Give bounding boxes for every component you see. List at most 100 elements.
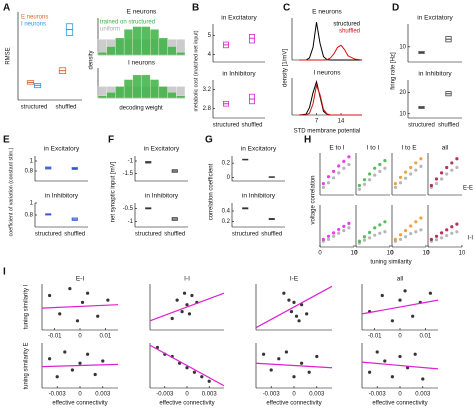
line [299, 83, 362, 116]
point [80, 300, 85, 304]
panel-label: C [283, 3, 290, 14]
panel-title: in Excitatory [417, 15, 453, 22]
hist-bar [167, 92, 177, 99]
point [175, 298, 179, 302]
point [321, 181, 325, 186]
x-tick-label: 0 [78, 392, 82, 398]
panel-title: I neurons [313, 70, 341, 77]
point [300, 361, 304, 365]
point [429, 237, 433, 241]
point [192, 370, 196, 374]
point [429, 183, 433, 188]
point [393, 237, 397, 241]
point [440, 236, 444, 240]
point [200, 375, 204, 379]
point [450, 225, 454, 229]
y-tick-label: 0.2 [222, 219, 231, 225]
y-tick-label: 0.8 [25, 169, 34, 175]
point [398, 298, 402, 302]
point [284, 350, 288, 354]
y-tick-label: -1.5 [123, 171, 134, 177]
x-tick-label: structured [213, 123, 240, 129]
panel-label: G [205, 135, 213, 146]
point [277, 357, 281, 361]
point [393, 181, 397, 186]
hist-bar [123, 29, 133, 56]
panel-title: E-I [76, 276, 85, 283]
line [299, 44, 363, 61]
y-tick-label: 1 [30, 159, 34, 165]
panel-title: E neurons [127, 9, 157, 16]
y-tick-label: 0.2 [222, 161, 231, 167]
point [347, 155, 351, 159]
point [337, 231, 341, 235]
y-axis-label: correlation coefficient [209, 163, 215, 220]
x-tick-label: 0 [426, 251, 430, 257]
panel-label: B [192, 3, 199, 14]
point [414, 230, 418, 234]
point [414, 168, 418, 172]
point [419, 228, 423, 232]
y-tick-label: 4 [208, 52, 212, 58]
x-tick-label: structured [408, 123, 435, 129]
x-tick-label: shuffled [261, 232, 282, 238]
y-tick-label: 10 [399, 111, 406, 117]
x-tick-label: 10 [387, 251, 394, 257]
y-axis-label: density [89, 50, 95, 69]
x-tick-label: structured [135, 232, 162, 238]
point [378, 162, 382, 167]
point [362, 182, 367, 186]
point [398, 237, 403, 241]
x-tick-label: shuffled [242, 123, 263, 129]
x-tick-label: structured [35, 232, 62, 238]
y-axis-label: metabolic cost (matched net input) [193, 30, 199, 111]
y-axis-label: RMSE [6, 47, 12, 64]
point [78, 361, 82, 365]
point [411, 314, 415, 318]
hist-bar [141, 74, 151, 99]
point [362, 178, 367, 182]
point [342, 228, 346, 233]
point [362, 238, 367, 242]
point [315, 354, 319, 359]
point [48, 357, 52, 361]
x-tick-label: 0 [185, 392, 189, 398]
panel-title: in Inhibitory [242, 193, 276, 200]
point [383, 230, 387, 234]
point [58, 312, 62, 316]
x-tick-label: 0.003 [202, 392, 218, 398]
x-tick-label: 0 [78, 334, 82, 340]
panel-title: in Excitatory [144, 146, 180, 153]
point [434, 177, 439, 181]
panel-label: E [3, 135, 10, 146]
panel-title: I to E [401, 145, 417, 152]
point [342, 224, 346, 228]
point [368, 178, 372, 182]
point [393, 185, 397, 189]
y-tick-label: 20 [399, 90, 406, 96]
panel-label: A [3, 3, 10, 14]
point [450, 231, 454, 235]
point [406, 366, 410, 370]
point [287, 298, 291, 302]
y-axis-label: net synaptic input [mV] [111, 161, 117, 222]
point [398, 233, 403, 237]
point [282, 291, 286, 295]
point [373, 166, 377, 170]
point [434, 234, 439, 238]
x-tick-label: shuffled [438, 123, 459, 129]
point [68, 287, 72, 291]
x-tick-label: 0.01 [419, 334, 431, 340]
legend-entry: trained on structured [100, 20, 155, 26]
point [434, 238, 439, 242]
line [299, 22, 362, 61]
point [383, 220, 387, 224]
panel-title: in Excitatory [221, 15, 257, 22]
point [383, 359, 387, 363]
point [378, 223, 382, 227]
point [357, 239, 361, 243]
point [419, 216, 423, 220]
y-axis-label: tuning similarity E [24, 342, 30, 389]
point [414, 220, 418, 224]
x-tick-label: 0 [354, 251, 358, 257]
